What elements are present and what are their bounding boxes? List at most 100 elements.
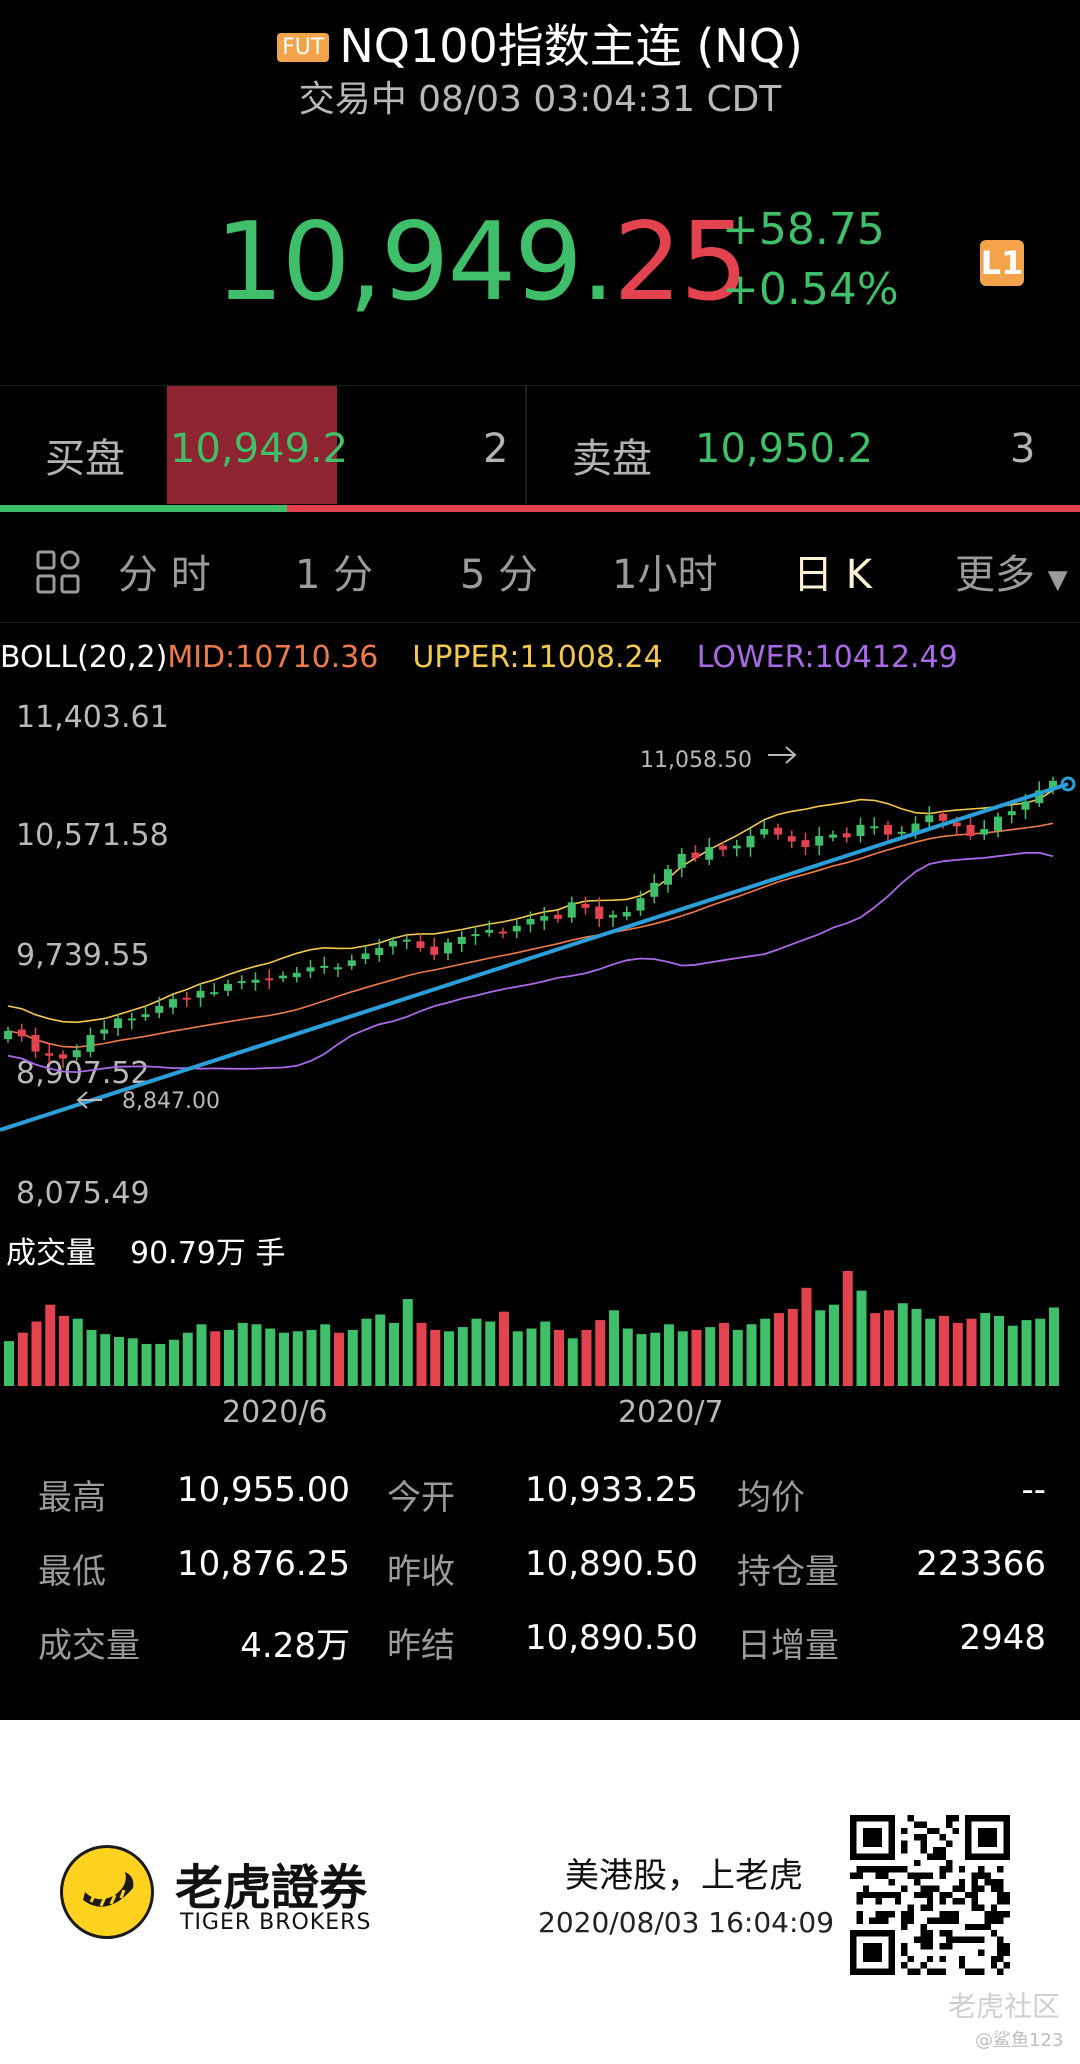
qr-module [856,1911,863,1918]
tab-daily-k[interactable]: 日 K [793,552,872,598]
candle-body [650,882,659,897]
qr-module [990,1955,998,1963]
qr-module [926,1827,934,1835]
qr-module [920,1821,927,1828]
tab-more[interactable]: 更多 ▼ [955,542,1068,600]
qr-module [882,1866,889,1873]
volume-bar [526,1328,537,1386]
trading-status: 交易中 08/03 03:04:31 CDT [298,79,782,120]
qr-module [965,1968,972,1975]
trend-line [0,782,1069,1132]
qr-module [914,1891,921,1899]
qr-module [882,1891,889,1899]
qr-module [971,1885,978,1892]
volume-bar [581,1329,592,1386]
volume-bar [45,1304,56,1386]
tab-5min[interactable]: 5 分 [460,552,539,598]
candle-body [966,824,975,836]
qr-module [939,1866,946,1873]
candle-body [224,983,232,991]
volume-bar [471,1318,482,1386]
volume-value: 90.79万 手 [130,1236,286,1271]
candle-body [774,827,782,835]
candle-body [787,836,796,842]
x-tick-label: 2020/7 [618,1395,724,1430]
volume-bar [114,1336,124,1386]
qr-module [920,1834,927,1841]
stat-value: 10,890.50 [524,1544,698,1584]
qr-module [946,1943,953,1950]
qr-module [862,1866,870,1873]
qr-module [939,1853,946,1860]
qr-module [939,1955,946,1963]
qr-module [907,1815,914,1822]
candle-body [4,1030,12,1040]
volume-bar [169,1339,179,1386]
stat-label: 日增量 [737,1626,839,1666]
bid-label: 买盘 [45,436,125,482]
qr-module [965,1891,972,1899]
qr-module [971,1904,978,1911]
layout-grid-icon[interactable] [36,550,82,596]
qr-module [997,1949,1004,1956]
candle-body [925,815,934,823]
qr-module [888,1891,895,1899]
trend-line-handle [1060,776,1076,792]
qr-module [926,1968,934,1975]
volume-bar [829,1304,839,1386]
volume-bar [554,1329,564,1386]
qr-module [933,1917,940,1924]
stat-label: 持仓量 [737,1552,839,1592]
qr-module [907,1911,914,1918]
qr-module [958,1955,966,1963]
volume-bar [801,1287,812,1386]
qr-module [984,1917,991,1924]
qr-module [920,1885,927,1892]
candle-body [31,1035,40,1052]
boll-upper: UPPER:11008.24 [412,640,663,675]
qr-module [978,1885,985,1892]
qr-module [946,1911,953,1918]
tab-intraday[interactable]: 分 时 [118,552,211,598]
qr-module [856,1917,863,1924]
candle-body [114,1018,122,1029]
tab-1min[interactable]: 1 分 [295,552,374,598]
qr-module [926,1853,934,1860]
qr-module [939,1834,946,1841]
volume-bar [31,1321,42,1386]
qr-module [946,1821,953,1828]
qr-module [926,1955,934,1963]
volume-bar [375,1314,386,1386]
qr-module [946,1866,953,1873]
stat-label: 今开 [387,1478,455,1518]
qr-module [997,1885,1004,1892]
candle-body [1007,811,1016,816]
qr-module [933,1853,940,1860]
tab-more-label: 更多 [955,552,1035,598]
qr-module [952,1917,959,1924]
candle-body [347,960,356,966]
stat-value: 223366 [916,1544,1046,1584]
qr-module [914,1968,921,1975]
low-arrow-icon [76,1091,102,1109]
qr-module [850,1872,857,1879]
qr-module [965,1923,972,1931]
tab-1hour[interactable]: 1小时 [612,552,718,598]
qr-module [939,1968,946,1975]
qr-module [920,1936,927,1943]
qr-module [920,1872,927,1879]
volume-bar [897,1303,908,1386]
candlestick-chart[interactable]: 11,058.50 8,847.00 [0,700,1080,1210]
volume-bar [430,1329,441,1386]
qr-module [997,1955,1004,1963]
volume-bar [567,1338,578,1386]
level1-badge[interactable]: L1 [980,240,1024,286]
candle-body [815,835,824,846]
qr-module [901,1885,908,1892]
volume-chart[interactable] [0,1270,1080,1390]
qr-module [997,1891,1004,1899]
qr-module [856,1872,863,1879]
boll-mid-line [7,822,1054,1049]
boll-name: BOLL(20,2) [0,640,168,675]
qr-module [907,1955,914,1963]
